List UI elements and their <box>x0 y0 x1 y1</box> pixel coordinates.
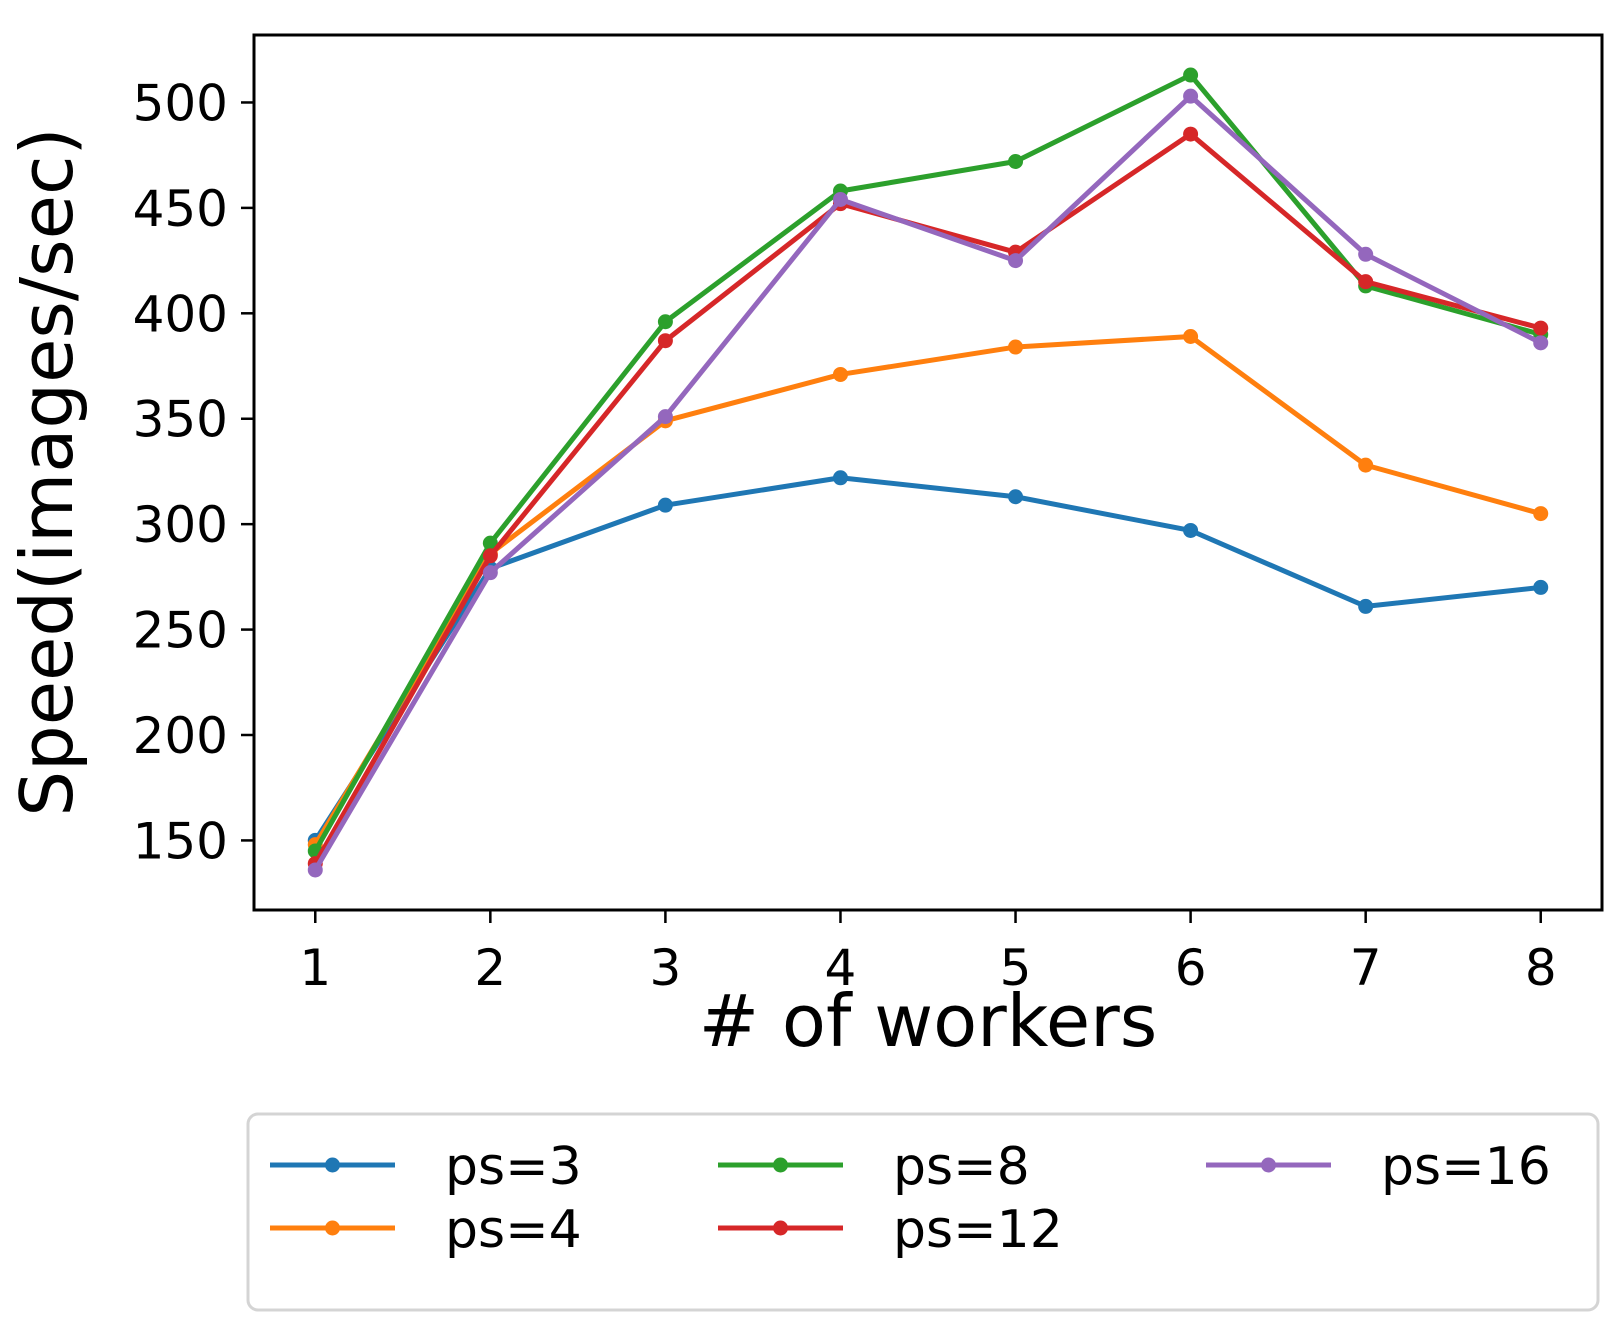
x-axis: 1 2 3 4 5 6 7 8 <box>299 910 1557 997</box>
y-axis: 150 200 250 300 350 400 450 500 <box>133 74 254 870</box>
data-point <box>1183 88 1199 104</box>
x-tick-label: 5 <box>1000 939 1032 997</box>
data-point <box>832 366 848 382</box>
x-tick-label: 4 <box>825 939 857 997</box>
legend-swatch-marker <box>1261 1157 1276 1173</box>
y-tick-label: 150 <box>133 812 228 870</box>
data-point <box>832 470 848 486</box>
data-point <box>657 497 673 513</box>
x-tick-label: 3 <box>649 939 681 997</box>
y-tick-label: 300 <box>133 496 228 554</box>
data-point <box>1008 489 1024 505</box>
data-point <box>1358 274 1374 290</box>
data-point <box>1533 335 1549 351</box>
y-tick-label: 350 <box>133 391 228 449</box>
legend-label: ps=3 <box>445 1137 582 1197</box>
legend-swatch-marker <box>773 1220 788 1236</box>
legend-item: ps=16 <box>1206 1137 1551 1197</box>
y-tick-label: 400 <box>133 285 228 343</box>
data-point <box>1183 329 1199 345</box>
x-tick-label: 6 <box>1175 939 1207 997</box>
data-point <box>482 535 498 551</box>
data-point <box>1008 339 1024 355</box>
data-point <box>1183 522 1199 538</box>
series-layer <box>307 67 1549 878</box>
data-point <box>1183 67 1199 83</box>
data-point <box>832 191 848 207</box>
legend-label: ps=16 <box>1381 1137 1551 1197</box>
plot-frame <box>252 33 1604 912</box>
legend-label: ps=8 <box>893 1137 1030 1197</box>
data-point <box>657 409 673 425</box>
data-point <box>1358 246 1374 262</box>
x-tick-label: 2 <box>474 939 506 997</box>
legend-label: ps=4 <box>445 1200 582 1260</box>
legend-items: ps=3ps=4 ps=8ps=12 ps=16 <box>270 1137 1551 1260</box>
y-tick-label: 450 <box>133 180 228 238</box>
legend-item: ps=4 <box>270 1200 582 1260</box>
y-axis-title: Speed(images/sec) <box>5 127 89 816</box>
data-point <box>482 548 498 564</box>
data-point <box>657 314 673 330</box>
data-point <box>1183 126 1199 142</box>
data-point <box>1358 457 1374 473</box>
data-point <box>1533 579 1549 595</box>
series-line <box>311 93 1545 874</box>
x-tick-label: 7 <box>1350 939 1382 997</box>
series-line <box>311 72 1544 855</box>
y-tick-label: 250 <box>133 602 228 660</box>
y-tick-label: 500 <box>133 74 228 132</box>
data-point <box>1008 154 1024 170</box>
legend-item: ps=12 <box>718 1200 1063 1260</box>
series-line <box>311 334 1544 849</box>
legend: ps=3ps=4 ps=8ps=12 ps=16 <box>246 1112 1600 1312</box>
legend-item: ps=8 <box>718 1137 1030 1197</box>
data-point <box>657 333 673 349</box>
data-point <box>482 565 498 581</box>
legend-label: ps=12 <box>893 1200 1063 1260</box>
data-point <box>1533 320 1549 336</box>
legend-swatch-marker <box>325 1220 340 1236</box>
series-ps=16 <box>307 88 1549 878</box>
x-tick-label: 1 <box>299 939 331 997</box>
y-tick-label: 200 <box>133 707 228 765</box>
legend-swatch-marker <box>773 1157 788 1173</box>
data-point <box>1533 506 1549 522</box>
x-tick-label: 8 <box>1525 939 1557 997</box>
legend-item: ps=3 <box>270 1137 582 1197</box>
x-axis-title: # of workers <box>699 979 1158 1063</box>
data-point <box>1008 253 1024 269</box>
series-line <box>311 475 1544 844</box>
data-point <box>1358 598 1374 614</box>
data-point <box>307 862 323 878</box>
legend-swatch-marker <box>325 1157 340 1173</box>
